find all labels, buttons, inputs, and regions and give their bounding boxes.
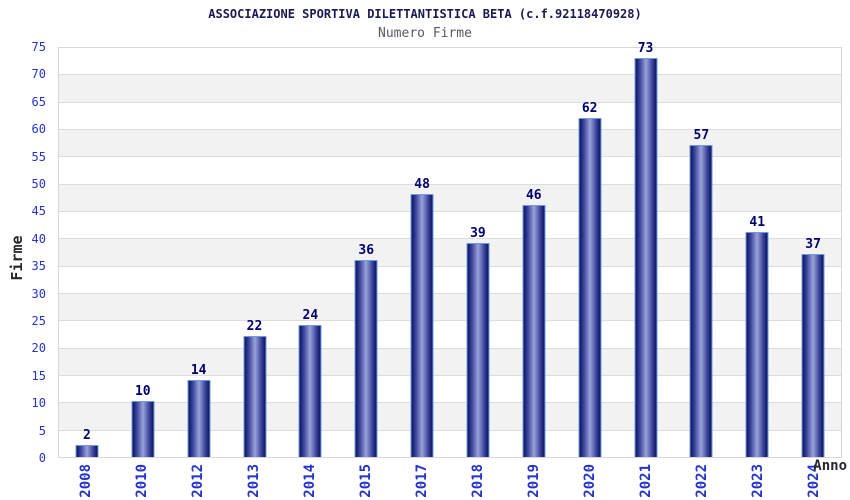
x-tick-slot: 2018	[450, 459, 506, 500]
bar	[578, 117, 602, 457]
bar-value-label: 24	[302, 308, 319, 324]
x-tick-slot: 2020	[562, 459, 618, 500]
bar-value-label: 62	[581, 100, 598, 116]
bar-value-label: 37	[805, 237, 821, 253]
x-tick-label: 2022	[694, 464, 710, 498]
y-tick-label: 5	[38, 423, 46, 438]
bar-slot: 48	[394, 48, 450, 457]
bar	[410, 194, 434, 457]
y-tick-label: 40	[31, 231, 46, 246]
bar-slot: 73	[618, 42, 674, 457]
bar	[801, 254, 825, 457]
x-tick-label: 2010	[134, 464, 150, 498]
bar-slot: 36	[338, 48, 394, 457]
bar-value-label: 41	[749, 215, 766, 231]
bar-slot: 24	[282, 48, 338, 457]
grid-band	[59, 101, 841, 129]
x-tick-label: 2014	[302, 464, 318, 498]
x-tick-slot: 2017	[394, 459, 450, 500]
bar-value-label: 22	[246, 319, 263, 335]
y-tick-label: 65	[31, 94, 46, 109]
x-axis-ticks: 2008 2010 2012 2013 2014 2015 2017 2018 2019 2020…	[58, 459, 842, 500]
bar	[243, 336, 266, 457]
y-tick-label: 50	[31, 176, 46, 191]
bar-slot: 14	[171, 48, 227, 457]
y-tick-label: 55	[31, 149, 46, 164]
y-tick-label: 15	[31, 368, 46, 383]
bar-slot: 22	[227, 48, 283, 457]
y-tick-label: 25	[31, 313, 46, 328]
bar	[187, 379, 211, 457]
bar	[131, 401, 155, 457]
y-tick-label: 45	[31, 204, 46, 219]
bar-slot: 2	[59, 48, 115, 457]
x-tick-slot: 2013	[226, 459, 282, 500]
bar	[298, 325, 322, 457]
grid-band	[59, 74, 841, 102]
x-tick-label: 2012	[190, 464, 206, 498]
x-tick-slot: 2010	[114, 459, 170, 500]
bar-slot: 57	[673, 48, 729, 457]
x-tick-slot: 2008	[58, 459, 114, 500]
x-tick-label: 2018	[470, 464, 486, 498]
x-tick-slot: 2022	[674, 459, 730, 500]
x-tick-label: 2015	[358, 464, 374, 498]
bar	[522, 205, 546, 457]
bar-value-label: 14	[190, 362, 207, 378]
x-tick-slot: 2014	[282, 459, 338, 500]
y-tick-label: 35	[31, 259, 46, 274]
bar	[745, 232, 769, 457]
bars-container: 2 10 14 22 24 36 48 39 46 62 73 57 41 37	[59, 42, 841, 457]
bar-value-label: 39	[470, 226, 486, 242]
y-tick-label: 60	[31, 122, 46, 137]
y-tick-label: 30	[31, 286, 46, 301]
x-tick-label: 2017	[414, 464, 430, 498]
bar-slot: 62	[562, 48, 618, 457]
x-axis-label: Anno	[813, 458, 847, 474]
x-tick-slot: 2019	[506, 459, 562, 500]
bar-value-label: 10	[134, 384, 151, 400]
bar	[75, 445, 99, 457]
y-axis-ticks: 0 5 10 15 20 25 30 35 40 45 50 55 60 65 70 75	[0, 41, 58, 464]
bar-slot: 37	[785, 48, 841, 457]
y-tick-label: 20	[31, 341, 46, 356]
bar	[466, 243, 490, 457]
chart-title: ASSOCIAZIONE SPORTIVA DILETTANTISTICA BE…	[208, 7, 642, 21]
y-tick-label: 75	[31, 40, 46, 54]
bar-value-label: 57	[693, 128, 710, 144]
bar-slot: 39	[450, 48, 506, 457]
plot-area: 2 10 14 22 24 36 48 39 46 62 73 57 41 37	[58, 42, 842, 458]
bar	[634, 57, 658, 457]
bar-value-label: 36	[358, 242, 375, 258]
x-tick-label: 2019	[526, 464, 542, 498]
bar-value-label: 46	[525, 188, 542, 204]
bar	[354, 259, 378, 457]
x-tick-slot: 2012	[170, 459, 226, 500]
grid-band	[59, 48, 841, 75]
x-tick-slot: 2023	[730, 459, 786, 500]
bar-slot: 41	[729, 48, 785, 457]
x-tick-label: 2021	[638, 464, 654, 498]
bar-slot: 10	[115, 48, 171, 457]
bar	[689, 145, 713, 457]
x-tick-label: 2008	[78, 464, 94, 498]
x-tick-label: 2013	[246, 464, 262, 498]
y-tick-label: 10	[31, 396, 46, 411]
bar-value-label: 48	[414, 177, 430, 193]
x-tick-label: 2023	[750, 464, 766, 498]
y-tick-label: 70	[31, 67, 46, 82]
bar-slot: 46	[506, 48, 562, 457]
x-tick-label: 2020	[582, 464, 598, 498]
chart-subtitle: Numero Firme	[378, 26, 472, 41]
x-tick-slot: 2021	[618, 459, 674, 500]
x-tick-slot: 2015	[338, 459, 394, 500]
bar-value-label: 73	[637, 40, 654, 56]
y-tick-label: 0	[38, 451, 46, 465]
bar-value-label: 2	[83, 428, 91, 444]
